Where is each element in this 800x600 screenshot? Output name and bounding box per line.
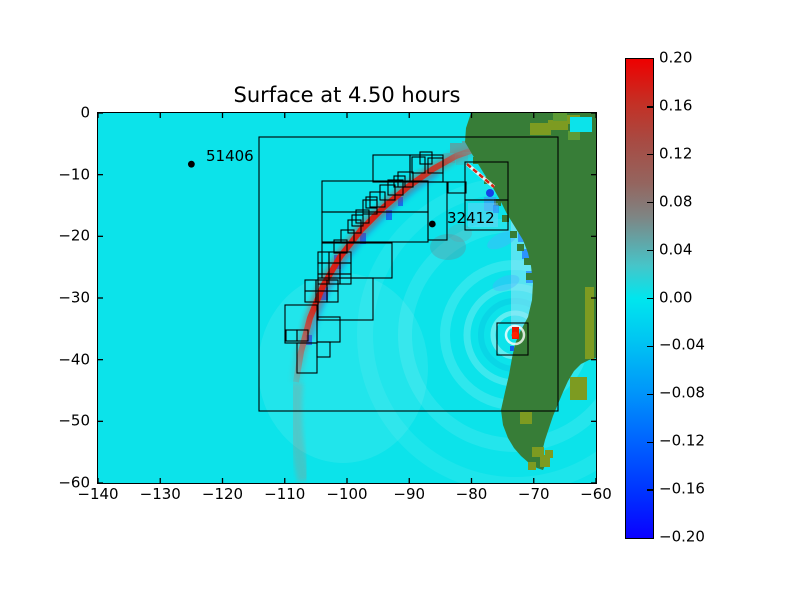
colorbar-tick-mark [647,202,653,204]
colorbar-tick-mark [647,249,653,252]
coastal-runup-streak [465,162,499,227]
colorbar-tick-mark [647,154,653,156]
y-tick-label: −30 [58,288,90,307]
x-tick-label: −140 [77,485,119,503]
colorbar-tick-label: −0.08 [659,383,705,402]
amr-patch [295,341,318,374]
wavefront-fading-tail [288,381,310,482]
x-tick-label: −130 [139,485,181,503]
colorbar-tick-mark [647,297,653,300]
amr-patch [426,180,448,241]
y-tick-label: 0 [80,103,90,122]
colorbar-tick-label: −0.20 [659,527,705,546]
colorbar-tick-label: 0.12 [659,144,693,163]
gauge-dot-32412 [428,220,436,227]
amr-patch [361,198,378,215]
gauge-dot-group [187,160,436,227]
gauge-dot-51406 [187,160,195,168]
amr-patch [410,155,426,174]
amr-patch [446,180,467,194]
land-cyan-notch [569,116,592,132]
colorbar-tick-label: 0.08 [659,192,693,211]
terrain-light-green-patches [552,112,580,140]
amr-patch [463,198,509,231]
amr-patch [316,276,374,321]
map-canvas [97,112,596,483]
land-south-america [464,112,596,470]
colorbar-tick-mark [647,345,653,348]
colorbar-tick-label: 0.16 [659,96,693,115]
colorbar-tick-label: −0.04 [659,335,705,354]
x-tick-label: −70 [517,485,550,503]
plot-area [96,111,597,484]
y-tick-label: −10 [58,165,90,184]
amr-patch [426,156,444,174]
colorbar-tick-mark [647,393,653,395]
y-tick-label: −50 [58,411,90,430]
y-tick-label: −40 [58,350,90,369]
x-tick-label: −80 [455,485,488,503]
amr-patch [495,321,529,356]
x-tick-label: −90 [393,485,426,503]
axis-tick-marks [97,112,596,483]
colorbar-tick-mark [647,489,653,491]
gauge-label-51406: 51406 [206,147,254,165]
amr-patch [418,150,433,165]
colorbar-tick-mark [647,441,653,443]
colorbar-tick-label: −0.12 [659,431,705,450]
amr-patch [392,174,406,188]
amr-patch [325,289,339,303]
x-tick-label: −60 [580,485,612,503]
colorbar-gradient [625,58,654,539]
amr-patch [338,272,352,285]
amr-patch-group [257,135,559,412]
x-tick-label: −110 [264,485,306,503]
colorbar-tick-label: 0.04 [659,240,693,259]
x-tick-label: −100 [326,485,368,503]
gauge-label-32412: 32412 [447,209,495,227]
y-tick-label: −60 [58,473,90,492]
source-epicenter [504,324,525,351]
plot-title: Surface at 4.50 hours [233,83,461,107]
amr-patch [257,135,559,412]
x-tick-label: −120 [201,485,244,503]
amr-patch [295,328,309,342]
y-tick-label: −20 [58,226,90,245]
colorbar-tick-label: 0.20 [659,48,693,67]
colorbar-tick-label: 0.00 [659,288,693,306]
colorbar-tick-mark [647,106,653,108]
colorbar-tick-label: −0.16 [659,479,705,498]
